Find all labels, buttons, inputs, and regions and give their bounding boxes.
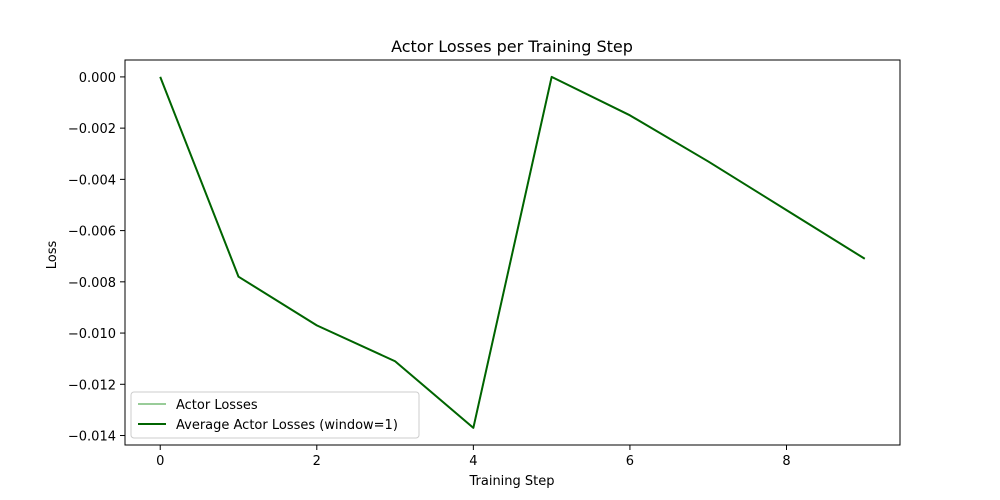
y-tick-label: −0.004 [68, 173, 116, 188]
y-tick-label: −0.008 [68, 276, 116, 291]
y-tick-label: −0.006 [68, 225, 116, 240]
legend-label-actor-losses: Actor Losses [176, 398, 258, 413]
chart-title: Actor Losses per Training Step [391, 37, 633, 56]
x-tick-label: 8 [782, 454, 790, 469]
legend: Actor Losses Average Actor Losses (windo… [130, 391, 420, 439]
y-axis-label: Loss [45, 241, 60, 270]
plot-frame [124, 59, 901, 446]
series-line-average-actor-losses [159, 75, 866, 429]
x-tick-label: 2 [313, 454, 321, 469]
y-tick-label: −0.010 [68, 327, 116, 342]
legend-label-average-actor-losses: Average Actor Losses (window=1) [176, 418, 398, 433]
series-layer [159, 75, 866, 429]
legend-box [130, 391, 420, 439]
x-axis-label: Training Step [468, 474, 554, 489]
x-tick-label: 6 [626, 454, 634, 469]
y-tick-label: −0.014 [68, 430, 116, 445]
axes: 0 2 4 6 8 0.000 −0.002 −0.004 −0.006 −0.008 −0.010… [68, 71, 791, 469]
y-tick-label: −0.002 [68, 122, 116, 137]
y-tick-label: 0.000 [79, 71, 116, 86]
x-tick-label: 4 [469, 454, 477, 469]
x-tick-label: 0 [156, 454, 164, 469]
y-tick-label: −0.012 [68, 378, 116, 393]
